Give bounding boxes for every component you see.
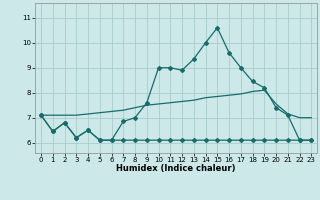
X-axis label: Humidex (Indice chaleur): Humidex (Indice chaleur)	[116, 164, 236, 173]
